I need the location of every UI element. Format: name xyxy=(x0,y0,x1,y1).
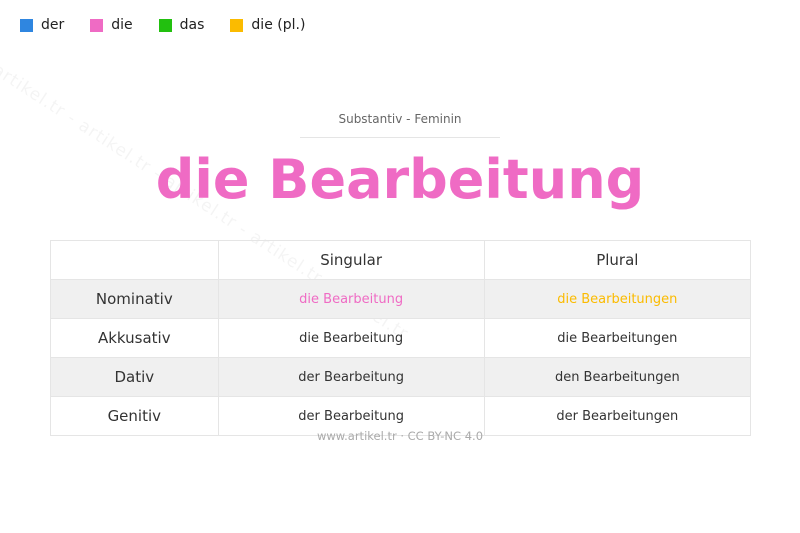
plural-form: die Bearbeitungen xyxy=(483,318,752,358)
case-label: Nominativ xyxy=(50,279,219,319)
table-row: Akkusativ die Bearbeitung die Bearbeitun… xyxy=(50,318,752,358)
gender-legend: der die das die (pl.) xyxy=(20,17,331,33)
page-title: die Bearbeitung xyxy=(155,148,645,211)
legend-label: die xyxy=(111,17,133,33)
die-swatch-icon xyxy=(90,18,104,32)
table-row: Nominativ die Bearbeitung die Bearbeitun… xyxy=(50,279,752,319)
plural-form: der Bearbeitungen xyxy=(483,396,752,436)
singular-form: die Bearbeitung xyxy=(217,279,485,319)
header-singular: Singular xyxy=(217,240,485,280)
word-type-subtitle: Substantiv - Feminin xyxy=(300,112,500,138)
legend-item-die: die xyxy=(90,17,133,33)
table-row: Dativ der Bearbeitung den Bearbeitungen xyxy=(50,357,752,397)
table-header-row: Singular Plural xyxy=(50,240,752,280)
footer-credit: www.artikel.tr · CC BY-NC 4.0 xyxy=(316,429,484,443)
header-plural: Plural xyxy=(483,240,752,280)
case-label: Akkusativ xyxy=(50,318,219,358)
legend-item-der: der xyxy=(20,17,64,33)
singular-form: der Bearbeitung xyxy=(217,357,485,397)
plural-form: den Bearbeitungen xyxy=(483,357,752,397)
singular-form: die Bearbeitung xyxy=(217,318,485,358)
legend-item-plural: die (pl.) xyxy=(230,17,305,33)
plural-swatch-icon xyxy=(230,18,244,32)
case-label: Dativ xyxy=(50,357,219,397)
legend-label: die (pl.) xyxy=(251,17,306,33)
legend-item-das: das xyxy=(158,17,205,33)
das-swatch-icon xyxy=(158,18,172,32)
singular-form: der Bearbeitung xyxy=(217,396,485,436)
legend-label: das xyxy=(179,17,205,33)
plural-form: die Bearbeitungen xyxy=(483,279,752,319)
header-empty xyxy=(50,240,219,280)
declension-table: Singular Plural Nominativ die Bearbeitun… xyxy=(50,240,752,436)
case-label: Genitiv xyxy=(50,396,219,436)
der-swatch-icon xyxy=(20,18,33,32)
legend-label: der xyxy=(41,17,65,33)
table-row: Genitiv der Bearbeitung der Bearbeitunge… xyxy=(50,396,752,436)
